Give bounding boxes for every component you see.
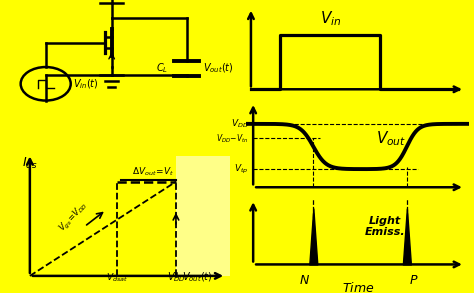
Text: $V_{gs}\!=\!V_{DD}$: $V_{gs}\!=\!V_{DD}$ — [56, 199, 91, 235]
Text: Light
Emiss.: Light Emiss. — [365, 216, 405, 237]
Text: $I_{ds}$: $I_{ds}$ — [22, 156, 38, 171]
Text: $V_{DD}\!-\!V_{tn}$: $V_{DD}\!-\!V_{tn}$ — [216, 132, 249, 145]
Text: $V_{DD}$: $V_{DD}$ — [166, 270, 185, 284]
Text: $V_{in}(t)$: $V_{in}(t)$ — [73, 77, 99, 91]
Text: $V_{in}$: $V_{in}$ — [320, 9, 342, 28]
Text: $V_{out}(t)$: $V_{out}(t)$ — [182, 271, 213, 284]
Bar — [176, 156, 230, 276]
Text: $\mathit{Time}$: $\mathit{Time}$ — [342, 281, 374, 293]
Text: $N$: $N$ — [299, 274, 310, 287]
Text: $V_{dsat}$: $V_{dsat}$ — [106, 272, 128, 284]
Text: $\Delta V_{out}\!=\!V_t$: $\Delta V_{out}\!=\!V_t$ — [132, 166, 174, 178]
Text: $V_{DD}$: $V_{DD}$ — [231, 117, 249, 130]
Text: $C_L$: $C_L$ — [156, 62, 169, 76]
Text: $P$: $P$ — [409, 274, 419, 287]
Text: $V_{out}(t)$: $V_{out}(t)$ — [203, 62, 233, 75]
Text: $V_{tp}$: $V_{tp}$ — [234, 163, 249, 176]
Text: $V_{out}$: $V_{out}$ — [376, 129, 406, 148]
